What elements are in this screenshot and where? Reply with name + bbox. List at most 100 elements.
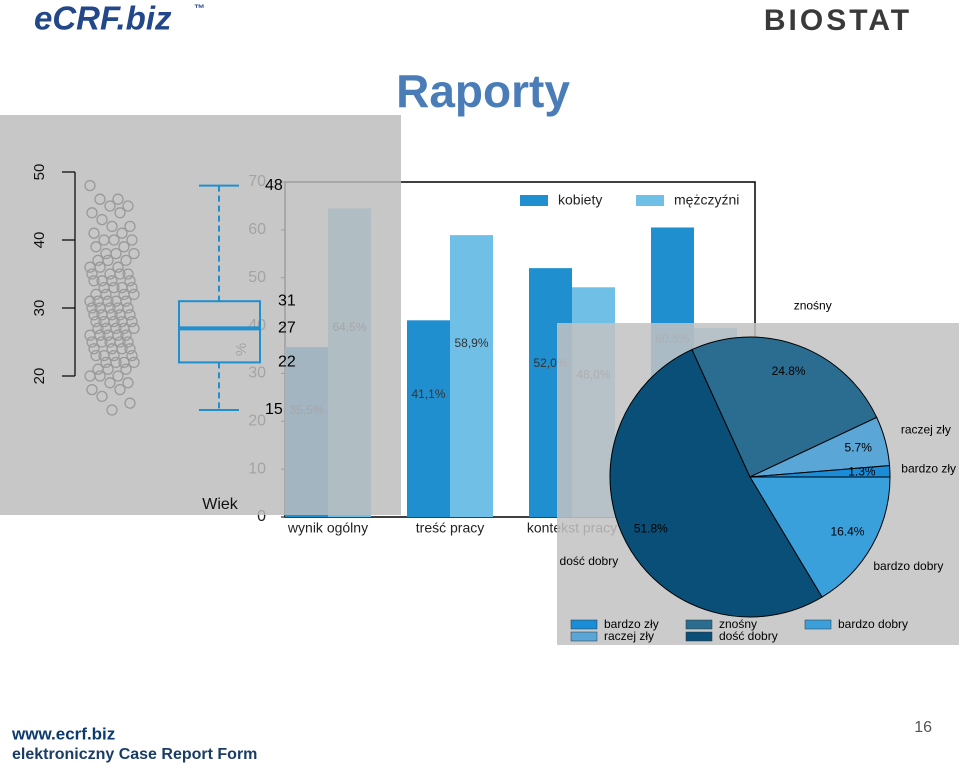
data-point: [106, 404, 118, 416]
legend-swatch: [804, 619, 832, 630]
slice-label: bardzo dobry: [873, 559, 943, 573]
data-point: [126, 234, 138, 246]
legend-swatch: [685, 631, 713, 642]
data-point: [88, 227, 100, 239]
legend-label: dość dobry: [719, 629, 778, 643]
data-point: [124, 220, 136, 233]
legend-swatch: [520, 195, 548, 206]
data-point: [86, 268, 98, 280]
data-point: [86, 302, 98, 314]
data-point: [128, 247, 140, 260]
data-point: [118, 241, 130, 253]
data-point: [94, 370, 106, 382]
box-stat-label: 27: [278, 320, 296, 337]
slice-label: znośny: [794, 298, 832, 312]
data-point: [116, 343, 128, 355]
box: [178, 300, 261, 364]
data-point: [124, 309, 136, 321]
data-point: [106, 220, 118, 233]
data-point: [112, 193, 124, 205]
data-point: [94, 261, 106, 273]
data-point: [90, 349, 102, 362]
data-point: [122, 268, 134, 280]
data-point: [114, 207, 126, 219]
legend-swatch: [685, 619, 713, 630]
data-point: [94, 193, 106, 205]
box-stat-label: 15: [265, 401, 283, 418]
x-tick-label: treść pracy: [416, 520, 484, 536]
data-point: [128, 356, 140, 369]
pie-slice: [691, 336, 878, 478]
data-point: [102, 295, 114, 307]
data-point: [96, 390, 108, 403]
data-point: [108, 281, 120, 294]
data-point: [112, 261, 124, 273]
data-point: [88, 309, 100, 321]
legend-label: kobiety: [558, 192, 602, 208]
page-number: 16: [914, 719, 932, 736]
data-point: [102, 363, 114, 375]
data-point: [84, 179, 96, 192]
y-tick-label: 50: [31, 164, 48, 181]
data-point: [114, 336, 126, 348]
legend-label: raczej zły: [604, 629, 654, 643]
pie-slice: [749, 465, 891, 478]
data-point: [86, 383, 98, 396]
value-label: 58,9%: [454, 336, 488, 350]
data-point: [126, 281, 138, 294]
x-axis-label: Wiek: [202, 496, 239, 513]
data-point: [108, 234, 120, 246]
data-point: [120, 295, 132, 307]
panel: [0, 115, 401, 515]
data-point: [106, 275, 118, 287]
data-point: [114, 268, 126, 280]
legend-swatch: [570, 631, 598, 642]
data-point: [102, 254, 114, 267]
data-point: [126, 315, 138, 328]
data-point: [112, 329, 124, 341]
value-label: 24.8%: [772, 364, 806, 378]
data-point: [116, 227, 128, 239]
slice-label: raczej zły: [901, 422, 951, 436]
data-point: [100, 288, 112, 301]
trademark: ™: [194, 3, 205, 15]
data-point: [110, 322, 122, 335]
value-label: 5.7%: [845, 440, 873, 454]
data-point: [104, 377, 116, 389]
legend-label: mężczyźni: [674, 192, 739, 208]
legend-label: znośny: [719, 617, 757, 631]
y-tick-label: 0: [257, 508, 266, 525]
footer-subtitle: elektroniczny Case Report Form: [12, 746, 257, 763]
legend-swatch: [636, 195, 664, 206]
data-point: [104, 302, 116, 314]
data-point: [90, 241, 102, 253]
value-label: 51.8%: [634, 521, 668, 535]
slide-title: Raporty: [396, 65, 570, 117]
box-stat-label: 48: [265, 177, 283, 194]
data-point: [122, 336, 134, 348]
pie-slice: [749, 476, 891, 598]
value-label: 1.3%: [848, 465, 876, 479]
y-tick-label: 20: [31, 368, 48, 385]
data-point: [88, 275, 100, 287]
footer-url: www.ecrf.biz: [11, 724, 115, 743]
slice-label: dość dobry: [560, 554, 619, 568]
x-tick-label: wynik ogólny: [287, 520, 368, 536]
data-point: [108, 315, 120, 328]
brand-logo: BIOSTAT: [764, 4, 912, 37]
data-point: [104, 200, 116, 212]
data-point: [122, 377, 134, 389]
legend-label: bardzo zły: [604, 617, 659, 631]
data-point: [122, 302, 134, 314]
data-point: [112, 370, 124, 382]
charts: 010203040506070%wynik ogólny35,5%64,5%tr…: [0, 115, 959, 645]
data-point: [96, 336, 108, 348]
data-point: [122, 200, 134, 212]
data-point: [88, 343, 100, 355]
legend-swatch: [570, 619, 598, 630]
data-point: [110, 356, 122, 369]
data-point: [128, 288, 140, 301]
y-tick-label: 30: [31, 300, 48, 317]
data-point: [86, 207, 98, 219]
legend-label: bardzo dobry: [838, 617, 908, 631]
